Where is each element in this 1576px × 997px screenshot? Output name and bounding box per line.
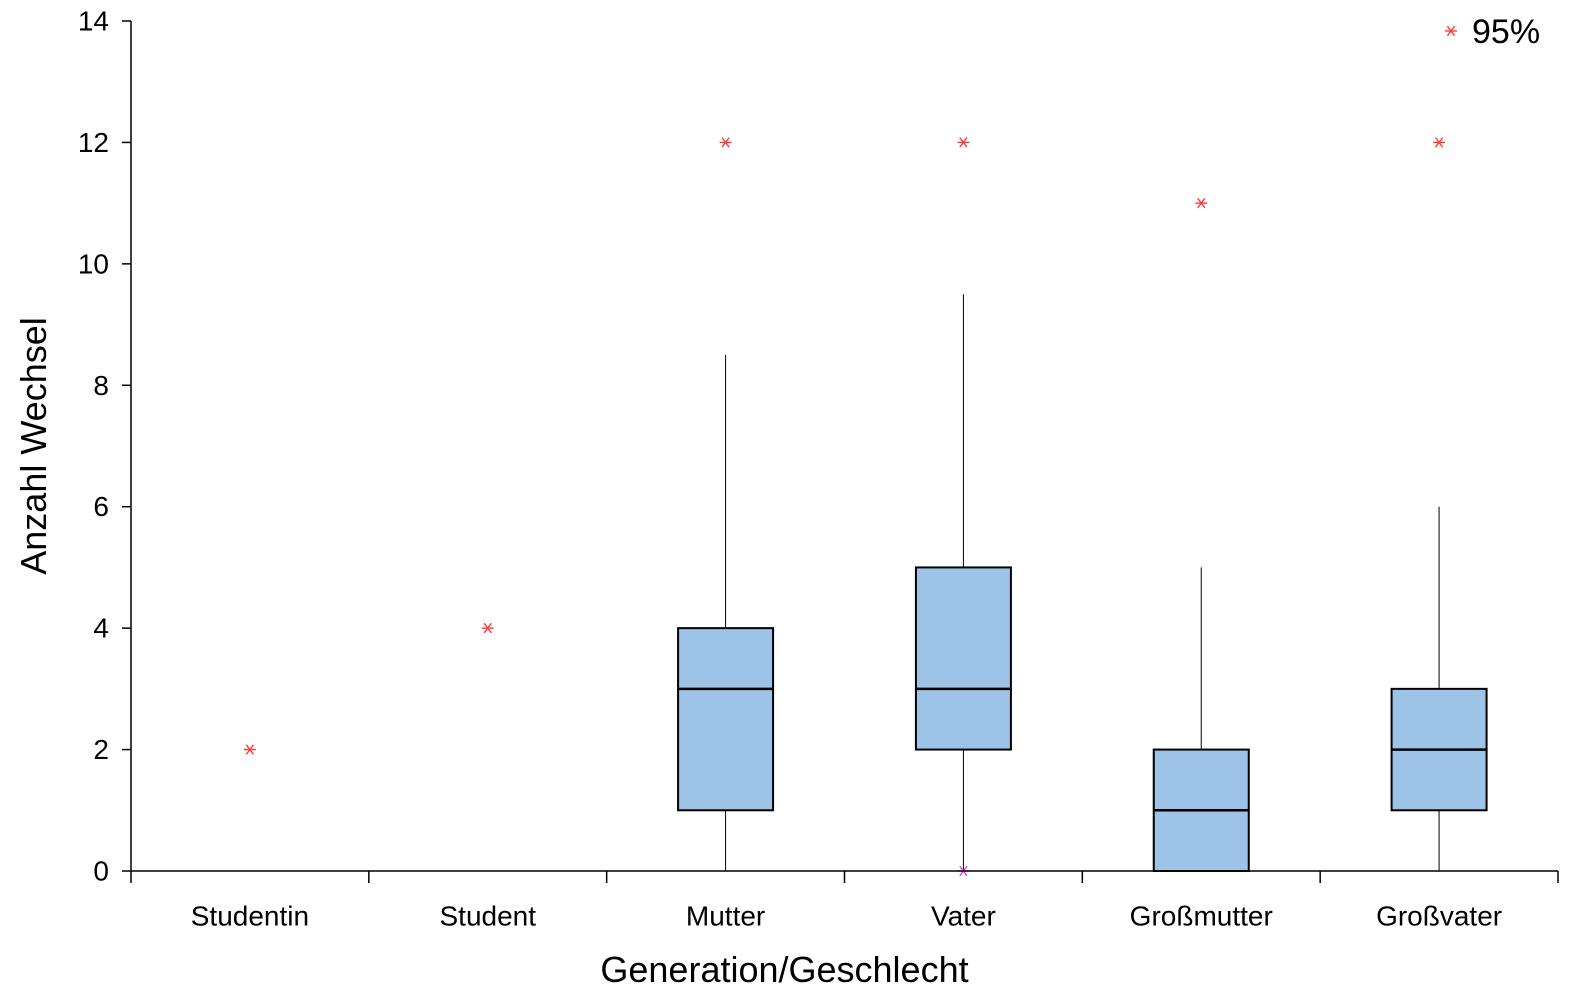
p95-marker-vater-stroke-d2 bbox=[959, 137, 968, 148]
y-tick-label-8: 8 bbox=[93, 370, 109, 401]
y-tick-label-2: 2 bbox=[93, 734, 109, 765]
x-tick-label-mutter: Mutter bbox=[686, 901, 765, 932]
box-mutter bbox=[677, 627, 775, 812]
x-tick-label-grossvater: Großvater bbox=[1376, 901, 1502, 932]
x-tick-label-grossmutter: Großmutter bbox=[1130, 901, 1273, 932]
y-tick-label-4: 4 bbox=[93, 613, 109, 644]
p95-marker-student-stroke-d2 bbox=[483, 622, 492, 634]
y-tick-label-6: 6 bbox=[93, 491, 109, 522]
p95-marker-vater bbox=[957, 137, 970, 148]
legend-asterisk-stroke-d2 bbox=[1446, 25, 1456, 37]
x-tick-label-studentin: Studentin bbox=[191, 901, 309, 932]
legend: 95% bbox=[1445, 13, 1540, 51]
p95-marker-grossmutter bbox=[1195, 197, 1208, 209]
p95-marker-mutter-stroke-d2 bbox=[721, 137, 730, 148]
y-axis-title: Anzahl Wechsel bbox=[13, 317, 54, 574]
p95-marker-grossvater-stroke-d2 bbox=[1434, 137, 1444, 148]
p95-marker-student bbox=[481, 622, 494, 634]
axes: 0 2 4 6 8 10 12 14 Studentin Student Mutter Vater G… bbox=[78, 6, 1559, 932]
legend-asterisk-icon bbox=[1445, 25, 1457, 37]
box-vater bbox=[914, 566, 1012, 751]
x-tick-label-vater: Vater bbox=[931, 901, 996, 932]
y-tick-label-10: 10 bbox=[78, 248, 109, 279]
plot-marks bbox=[243, 137, 1488, 877]
p95-marker-mutter bbox=[719, 137, 732, 148]
p95-marker-grossmutter-stroke-d2 bbox=[1197, 197, 1206, 209]
p95-marker-studentin bbox=[243, 744, 256, 755]
x-ticks: Studentin Student Mutter Vater Großmutter Gro… bbox=[130, 871, 1559, 932]
y-tick-label-0: 0 bbox=[93, 856, 109, 887]
x-tick-label-student: Student bbox=[439, 901, 536, 932]
legend-label: 95% bbox=[1472, 13, 1540, 51]
p95-marker-grossvater bbox=[1433, 137, 1446, 148]
p95-marker-studentin-stroke-d2 bbox=[245, 744, 255, 755]
y-tick-label-12: 12 bbox=[78, 127, 109, 158]
x-axis-title: Generation/Geschlecht bbox=[600, 949, 968, 990]
y-tick-label-14: 14 bbox=[78, 6, 109, 37]
legend-asterisk bbox=[1445, 25, 1457, 37]
y-ticks: 0 2 4 6 8 10 12 14 bbox=[78, 6, 131, 887]
